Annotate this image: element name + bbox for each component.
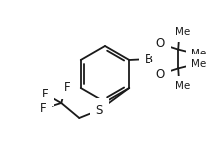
Text: O: O [156,37,165,50]
Text: F: F [40,103,47,115]
Text: S: S [95,104,103,116]
Text: Me: Me [191,49,206,59]
Text: Me: Me [175,27,190,37]
Text: Me: Me [175,81,190,91]
Text: Me: Me [191,59,206,69]
Text: B: B [145,53,153,65]
Text: O: O [156,68,165,81]
Text: F: F [64,81,70,93]
Text: F: F [42,87,49,101]
